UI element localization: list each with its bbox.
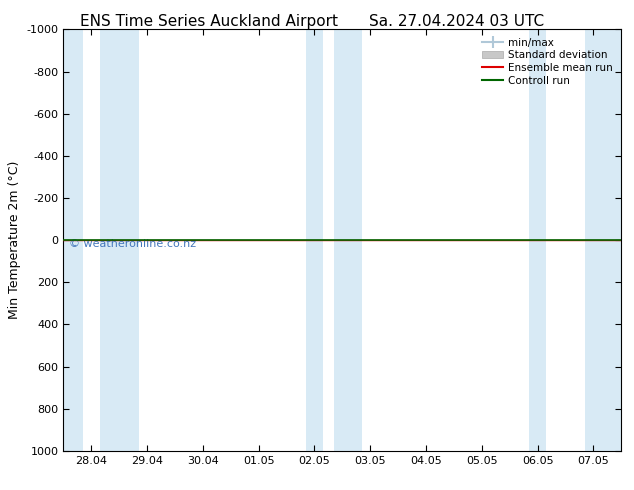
Text: ENS Time Series Auckland Airport: ENS Time Series Auckland Airport — [81, 14, 338, 29]
Bar — [585, 29, 621, 451]
Bar — [334, 29, 362, 451]
Text: © weatheronline.co.nz: © weatheronline.co.nz — [69, 239, 196, 249]
Bar — [63, 29, 83, 451]
Legend: min/max, Standard deviation, Ensemble mean run, Controll run: min/max, Standard deviation, Ensemble me… — [479, 35, 616, 89]
Bar — [100, 29, 139, 451]
Y-axis label: Min Temperature 2m (°C): Min Temperature 2m (°C) — [8, 161, 21, 319]
Text: Sa. 27.04.2024 03 UTC: Sa. 27.04.2024 03 UTC — [369, 14, 544, 29]
Bar — [306, 29, 323, 451]
Bar — [529, 29, 546, 451]
